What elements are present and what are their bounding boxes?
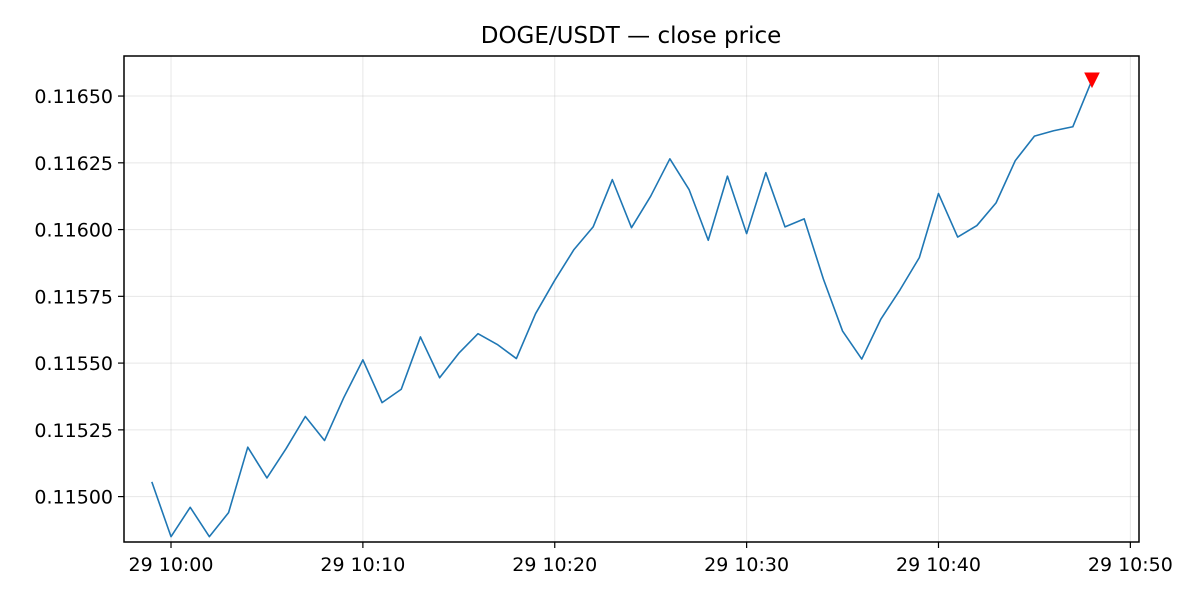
x-tick-label: 29 10:50 xyxy=(1088,554,1173,576)
y-tick-label: 0.11575 xyxy=(34,286,113,308)
x-tick-label: 29 10:00 xyxy=(129,554,214,576)
y-tick-label: 0.11500 xyxy=(34,487,113,509)
y-tick-label: 0.11650 xyxy=(34,86,113,108)
y-tick-label: 0.11600 xyxy=(34,220,113,242)
x-tick-label: 29 10:20 xyxy=(512,554,597,576)
y-tick-label: 0.11550 xyxy=(34,353,113,375)
marker-layer xyxy=(1084,72,1100,89)
x-tick-label: 29 10:10 xyxy=(320,554,405,576)
y-tick-label: 0.11625 xyxy=(34,153,113,175)
series-layer xyxy=(151,79,1093,538)
y-axis: 0.11500 0.11525 0.11550 0.11575 0.11600 0.116… xyxy=(34,86,124,509)
axes-frame xyxy=(123,55,1140,543)
x-tick-label: 29 10:40 xyxy=(896,554,981,576)
chart-title: DOGE/USDT — close price xyxy=(481,23,782,49)
close-price-line xyxy=(151,79,1093,538)
x-axis: 29 10:00 29 10:10 29 10:20 29 10:30 29 10:40… xyxy=(129,542,1173,576)
last-price-marker xyxy=(1084,72,1100,89)
grid-lines xyxy=(124,56,1139,542)
x-tick-label: 29 10:30 xyxy=(704,554,789,576)
y-tick-label: 0.11525 xyxy=(34,420,113,442)
